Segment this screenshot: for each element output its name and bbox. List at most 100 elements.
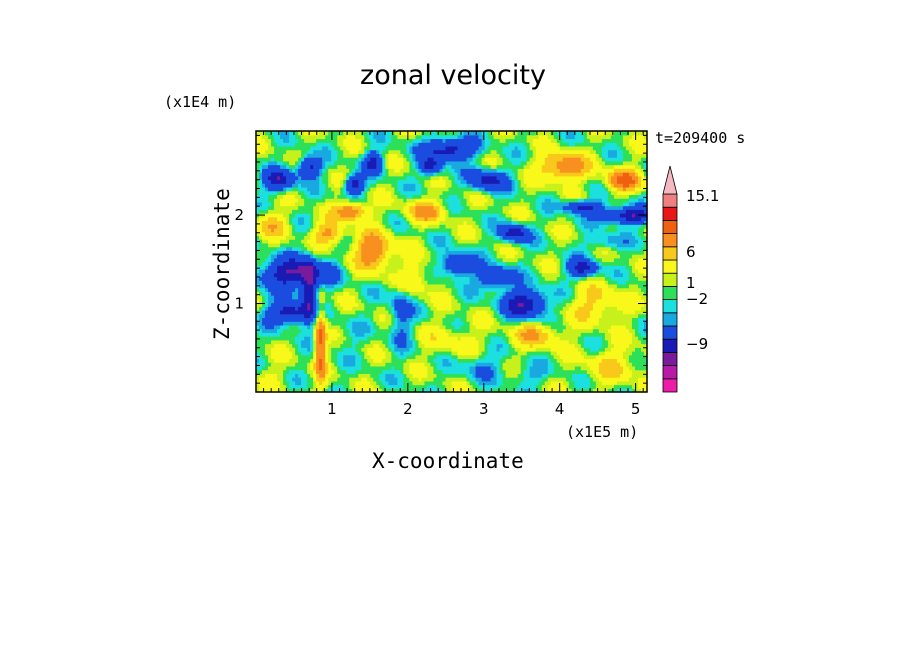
- contour-cell: [412, 265, 417, 270]
- contour-cell: [400, 287, 404, 292]
- contour-cell: [307, 321, 311, 326]
- contour-cell: [526, 343, 531, 348]
- contour-cell: [412, 287, 417, 292]
- contour-cell: [457, 302, 462, 307]
- contour-cell: [532, 336, 537, 341]
- contour-cell: [445, 354, 450, 360]
- contour-cell: [370, 373, 374, 378]
- contour-cell: [472, 321, 477, 326]
- contour-cell: [469, 317, 474, 322]
- contour-cell: [457, 291, 462, 296]
- contour-cell: [541, 291, 546, 296]
- contour-cell: [256, 287, 260, 292]
- contour-cell: [457, 280, 462, 285]
- contour-cell: [325, 324, 329, 330]
- contour-cell: [580, 280, 585, 285]
- contour-cell: [439, 362, 444, 367]
- contour-cell: [280, 343, 284, 348]
- contour-cell: [448, 306, 453, 311]
- contour-cell: [283, 298, 287, 304]
- contour-cell: [433, 365, 438, 371]
- contour-cell: [604, 272, 609, 278]
- contour-cell: [616, 354, 621, 360]
- contour-cell: [421, 287, 426, 292]
- contour-cell: [547, 328, 552, 333]
- contour-cell: [577, 313, 582, 319]
- contour-cell: [376, 328, 380, 333]
- contour-cell: [256, 332, 260, 337]
- contour-cell: [277, 313, 281, 319]
- contour-cell: [355, 261, 359, 266]
- contour-cell: [337, 254, 341, 259]
- contour-cell: [424, 265, 429, 270]
- contour-cell: [517, 336, 522, 341]
- contour-cell: [562, 343, 567, 348]
- contour-cell: [298, 388, 302, 393]
- contour-cell: [604, 350, 609, 356]
- contour-cell: [538, 265, 543, 270]
- contour-cell: [403, 362, 407, 367]
- contour-cell: [463, 377, 468, 382]
- contour-cell: [373, 380, 377, 386]
- contour-cell: [553, 295, 558, 300]
- contour-cell: [424, 257, 429, 263]
- contour-cell: [418, 324, 423, 330]
- contour-cell: [496, 250, 501, 255]
- contour-cell: [352, 287, 356, 292]
- contour-cell: [439, 250, 444, 255]
- contour-cell: [568, 388, 573, 393]
- contour-cell: [475, 328, 480, 333]
- contour-cell: [316, 358, 320, 363]
- contour-cell: [553, 350, 558, 356]
- contour-cell: [388, 261, 392, 266]
- contour-cell: [265, 332, 269, 337]
- contour-cell: [406, 302, 410, 307]
- contour-cell: [475, 358, 480, 363]
- contour-cell: [421, 295, 426, 300]
- contour-cell: [331, 350, 335, 356]
- contour-cell: [508, 332, 513, 337]
- contour-cell: [496, 328, 501, 333]
- contour-cell: [577, 298, 582, 304]
- contour-cell: [433, 317, 438, 322]
- contour-cell: [556, 369, 561, 374]
- contour-cell: [322, 309, 326, 315]
- contour-cell: [421, 261, 426, 266]
- contour-cell: [460, 265, 465, 270]
- contour-cell: [322, 347, 326, 352]
- contour-cell: [574, 313, 579, 319]
- contour-cell: [550, 268, 555, 274]
- contour-cell: [547, 250, 552, 255]
- contour-cell: [313, 343, 317, 348]
- contour-cell: [367, 332, 371, 337]
- contour-cell: [406, 257, 410, 263]
- contour-cell: [466, 295, 471, 300]
- contour-cell: [418, 350, 423, 356]
- contour-cell: [640, 324, 645, 330]
- contour-cell: [283, 268, 287, 274]
- contour-cell: [577, 309, 582, 315]
- contour-cell: [613, 257, 618, 263]
- contour-cell: [592, 272, 597, 278]
- contour-cell: [565, 280, 570, 285]
- contour-cell: [418, 272, 423, 278]
- contour-cell: [544, 332, 549, 337]
- contour-cell: [589, 298, 594, 304]
- contour-cell: [601, 280, 606, 285]
- contour-cell: [598, 306, 603, 311]
- contour-cell: [553, 384, 558, 389]
- contour-cell: [517, 302, 522, 307]
- contour-cell: [601, 358, 606, 363]
- contour-cell: [421, 377, 426, 382]
- contour-cell: [631, 373, 636, 378]
- contour-cell: [301, 362, 305, 367]
- contour-cell: [520, 283, 525, 289]
- contour-cell: [421, 380, 426, 386]
- contour-cell: [352, 347, 356, 352]
- contour-cell: [364, 280, 368, 285]
- contour-cell: [496, 287, 501, 292]
- contour-cell: [319, 362, 323, 367]
- contour-cell: [382, 332, 386, 337]
- contour-cell: [301, 365, 305, 371]
- contour-cell: [397, 261, 401, 266]
